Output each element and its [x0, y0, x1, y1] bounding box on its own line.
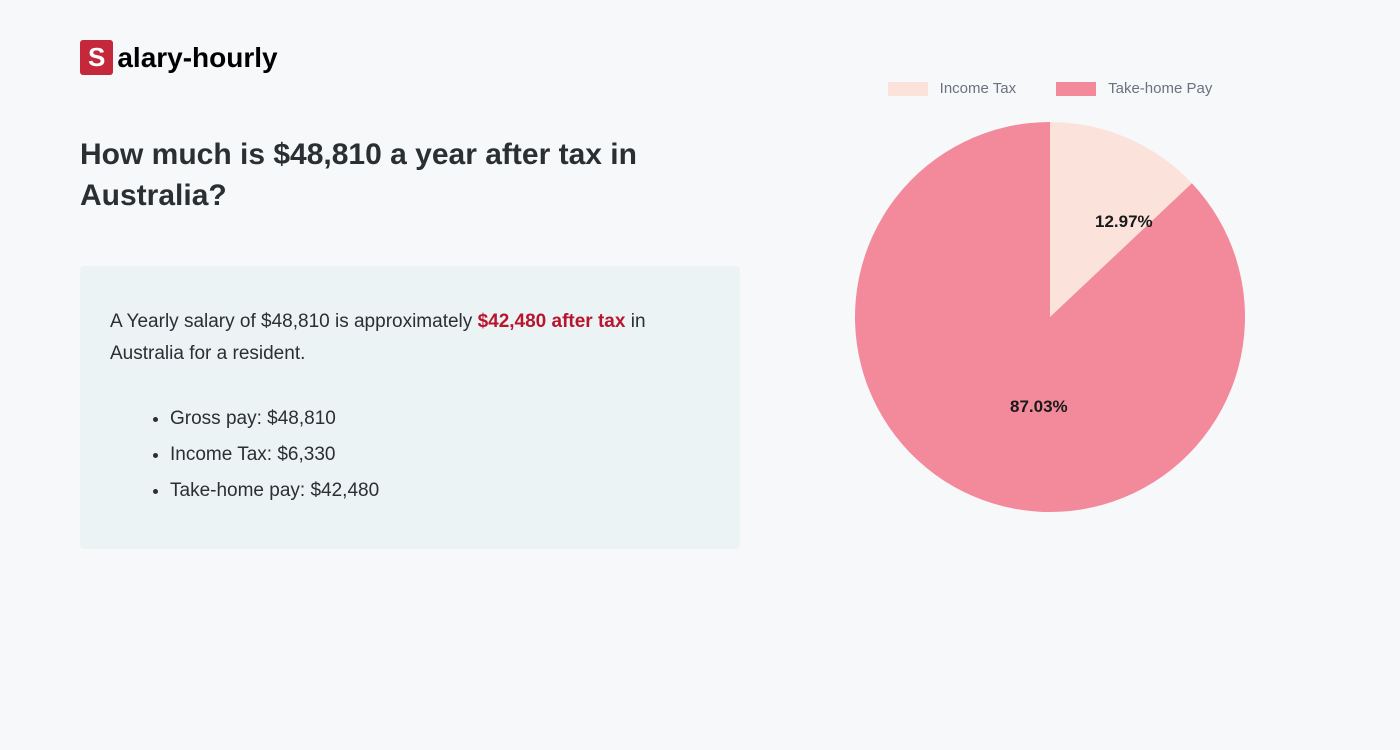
- pie-chart: 12.97% 87.03%: [850, 117, 1250, 517]
- pie-slice-label-2: 87.03%: [1010, 397, 1068, 417]
- chart-legend: Income Tax Take-home Pay: [888, 80, 1213, 97]
- breakdown-list: Gross pay: $48,810 Income Tax: $6,330 Ta…: [110, 401, 710, 509]
- logo-rest: alary-hourly: [117, 42, 277, 74]
- summary-text: A Yearly salary of $48,810 is approximat…: [110, 306, 710, 371]
- summary-info-box: A Yearly salary of $48,810 is approximat…: [80, 266, 740, 549]
- list-item: Income Tax: $6,330: [170, 437, 710, 473]
- summary-prefix: A Yearly salary of $48,810 is approximat…: [110, 311, 478, 332]
- legend-swatch: [1056, 82, 1096, 96]
- legend-item-income-tax: Income Tax: [888, 80, 1016, 97]
- pie-svg: [850, 117, 1250, 517]
- list-item: Take-home pay: $42,480: [170, 473, 710, 509]
- logo-first-letter: S: [80, 40, 113, 75]
- list-item: Gross pay: $48,810: [170, 401, 710, 437]
- legend-swatch: [888, 82, 928, 96]
- legend-label: Take-home Pay: [1108, 80, 1212, 97]
- summary-highlight: $42,480 after tax: [478, 311, 626, 332]
- site-logo: Salary-hourly: [80, 40, 740, 75]
- legend-label: Income Tax: [940, 80, 1016, 97]
- pie-slice-label-1: 12.97%: [1095, 212, 1153, 232]
- page-heading: How much is $48,810 a year after tax in …: [80, 135, 740, 216]
- legend-item-take-home: Take-home Pay: [1056, 80, 1212, 97]
